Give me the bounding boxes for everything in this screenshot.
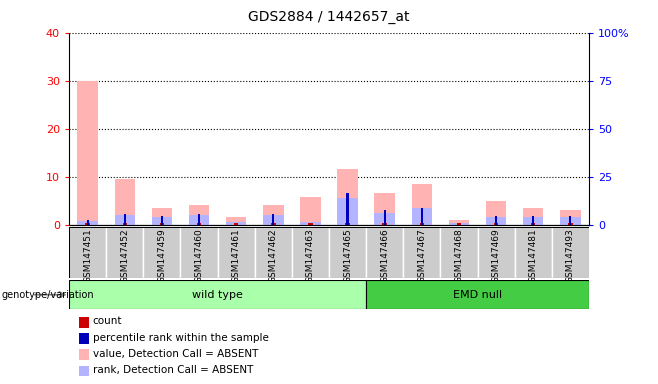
- Text: GSM147460: GSM147460: [195, 228, 203, 283]
- Bar: [382, 223, 387, 225]
- Bar: [263, 205, 284, 225]
- Bar: [152, 217, 172, 225]
- Bar: [569, 216, 571, 225]
- Bar: [374, 213, 395, 225]
- Text: GSM147466: GSM147466: [380, 228, 389, 283]
- Text: GSM147465: GSM147465: [343, 228, 352, 283]
- Text: EMD null: EMD null: [453, 290, 502, 300]
- Bar: [263, 215, 284, 225]
- Bar: [124, 214, 126, 225]
- Text: GSM147481: GSM147481: [529, 228, 538, 283]
- Bar: [374, 194, 395, 225]
- Bar: [292, 227, 329, 278]
- Bar: [515, 227, 552, 278]
- Bar: [272, 214, 274, 225]
- Bar: [78, 221, 98, 225]
- Bar: [329, 227, 366, 278]
- Bar: [366, 280, 589, 309]
- Bar: [449, 223, 469, 225]
- Text: GSM147451: GSM147451: [83, 228, 92, 283]
- Bar: [440, 227, 478, 278]
- Bar: [300, 197, 320, 225]
- Text: GSM147468: GSM147468: [455, 228, 463, 283]
- Bar: [532, 216, 534, 225]
- Text: GSM147469: GSM147469: [492, 228, 501, 283]
- Bar: [122, 223, 127, 225]
- Bar: [338, 169, 358, 225]
- Bar: [531, 223, 536, 225]
- Bar: [114, 179, 135, 225]
- Bar: [523, 208, 544, 225]
- Bar: [486, 217, 506, 225]
- Text: GDS2884 / 1442657_at: GDS2884 / 1442657_at: [248, 10, 410, 23]
- Bar: [234, 223, 238, 225]
- Text: GSM147452: GSM147452: [120, 228, 129, 283]
- Bar: [160, 223, 164, 225]
- Text: count: count: [93, 316, 122, 326]
- Bar: [412, 208, 432, 225]
- Bar: [420, 208, 423, 225]
- Bar: [180, 227, 218, 278]
- Bar: [552, 227, 589, 278]
- Text: GSM147463: GSM147463: [306, 228, 315, 283]
- Bar: [218, 227, 255, 278]
- Bar: [486, 201, 506, 225]
- Bar: [560, 217, 580, 225]
- Bar: [69, 227, 106, 278]
- Bar: [143, 227, 180, 278]
- Bar: [152, 208, 172, 225]
- Bar: [198, 214, 200, 225]
- Text: GSM147493: GSM147493: [566, 228, 575, 283]
- Bar: [308, 223, 313, 225]
- Text: GSM147461: GSM147461: [232, 228, 241, 283]
- Bar: [189, 205, 209, 225]
- Bar: [87, 220, 89, 225]
- Bar: [366, 227, 403, 278]
- Bar: [271, 223, 276, 225]
- Text: value, Detection Call = ABSENT: value, Detection Call = ABSENT: [93, 349, 258, 359]
- Text: percentile rank within the sample: percentile rank within the sample: [93, 333, 268, 343]
- Bar: [347, 194, 349, 225]
- Bar: [449, 220, 469, 225]
- Bar: [560, 210, 580, 225]
- Text: wild type: wild type: [192, 290, 243, 300]
- Bar: [255, 227, 292, 278]
- Bar: [189, 215, 209, 225]
- Text: genotype/variation: genotype/variation: [1, 290, 94, 300]
- Text: GSM147467: GSM147467: [417, 228, 426, 283]
- Bar: [161, 216, 163, 225]
- Bar: [106, 227, 143, 278]
- Bar: [384, 210, 386, 225]
- Bar: [69, 280, 366, 309]
- Bar: [568, 223, 572, 225]
- Bar: [197, 223, 201, 225]
- Bar: [338, 198, 358, 225]
- Bar: [300, 222, 320, 225]
- Text: GSM147462: GSM147462: [269, 228, 278, 283]
- Bar: [494, 223, 498, 225]
- Text: GSM147459: GSM147459: [157, 228, 166, 283]
- Bar: [495, 216, 497, 225]
- Text: rank, Detection Call = ABSENT: rank, Detection Call = ABSENT: [93, 365, 253, 375]
- Bar: [226, 217, 246, 225]
- Bar: [114, 215, 135, 225]
- Bar: [478, 227, 515, 278]
- Bar: [403, 227, 440, 278]
- Bar: [523, 217, 544, 225]
- Bar: [412, 184, 432, 225]
- Bar: [420, 223, 424, 225]
- Bar: [78, 81, 98, 225]
- Bar: [345, 223, 350, 225]
- Bar: [226, 222, 246, 225]
- Bar: [457, 223, 461, 225]
- Bar: [86, 223, 90, 225]
